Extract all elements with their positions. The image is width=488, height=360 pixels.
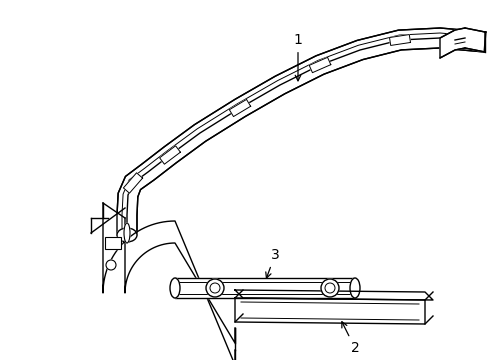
- Polygon shape: [159, 146, 180, 164]
- Polygon shape: [389, 35, 409, 45]
- Polygon shape: [117, 28, 485, 235]
- Text: 1: 1: [293, 33, 302, 81]
- Polygon shape: [229, 99, 250, 117]
- Polygon shape: [123, 173, 142, 193]
- Polygon shape: [308, 57, 330, 73]
- Circle shape: [209, 283, 220, 293]
- Bar: [105, 237, 121, 249]
- Ellipse shape: [117, 228, 137, 242]
- Circle shape: [320, 279, 338, 297]
- Ellipse shape: [349, 278, 359, 298]
- Ellipse shape: [170, 278, 180, 298]
- Bar: [105, 237, 121, 249]
- Polygon shape: [439, 28, 484, 58]
- Polygon shape: [235, 290, 432, 300]
- Polygon shape: [235, 298, 424, 324]
- Text: 2: 2: [341, 322, 359, 355]
- Polygon shape: [103, 203, 235, 360]
- Circle shape: [106, 260, 116, 270]
- Circle shape: [325, 283, 334, 293]
- Ellipse shape: [124, 223, 130, 243]
- Circle shape: [205, 279, 224, 297]
- Text: 3: 3: [265, 248, 279, 278]
- Polygon shape: [175, 278, 354, 298]
